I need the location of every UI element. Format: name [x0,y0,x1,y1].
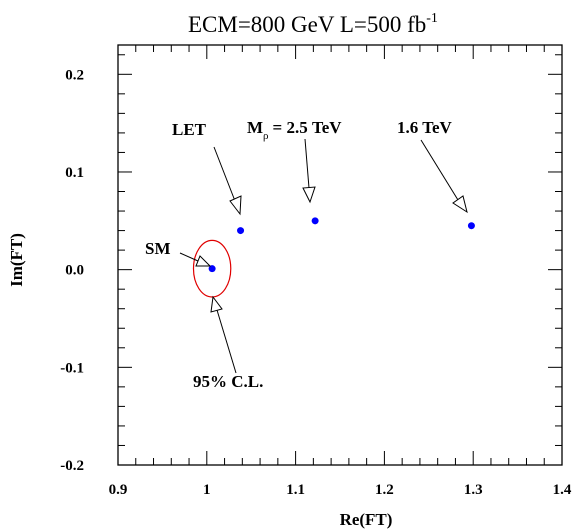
y-axis-label: Im(FT) [7,233,26,287]
x-tick-label: 1.1 [286,482,305,498]
cl-label: 95% C.L. [193,372,263,391]
mrho-arrowhead [302,186,316,204]
chart-title-superscript: -1 [426,11,438,26]
confidence-ellipse [192,239,232,298]
data-point [467,222,475,230]
sm-label: SM [145,239,171,258]
annotation-arrows [179,138,468,374]
x-tick-label: 1.3 [464,482,483,498]
data-point [237,227,245,235]
y-tick-label: 0.0 [65,263,84,279]
chart-title: ECM=800 GeV L=500 fb-1 [188,11,438,37]
chart-title-main: ECM=800 GeV L=500 fb [188,12,426,37]
mrho-label-prefix: M [247,118,263,137]
mrho-label-subscript: ρ [263,130,269,142]
plot-frame [117,44,563,466]
x-tick-label: 0.9 [109,482,128,498]
y-axis-ticks [118,54,562,466]
cl-arrow-line [216,309,237,374]
mrho-label: Mρ = 2.5 TeV [247,118,342,142]
sm-arrow-line [179,252,199,262]
let-arrowhead [229,195,242,216]
let-label: LET [172,120,207,139]
y-tick-label: 0.2 [65,67,84,83]
data-points [208,217,475,273]
sm-arrowhead [195,255,212,267]
mrho-arrow-line [304,138,310,189]
x-axis-ticks [117,45,563,465]
let-arrow-line [213,146,236,202]
x-tick-label: 1 [203,482,211,498]
y-tick-label: -0.1 [60,360,84,376]
mrho-label-value: = 2.5 TeV [273,118,343,137]
tev16-arrow-line [420,139,459,201]
tev16-arrowhead [452,195,468,214]
x-axis-label: Re(FT) [340,510,393,529]
y-tick-label: -0.2 [60,458,84,474]
x-tick-label: 1.4 [553,482,572,498]
cl-arrowhead [210,295,223,313]
x-tick-label: 1.2 [375,482,394,498]
data-point [311,217,319,225]
y-axis-tick-labels: -0.2 -0.1 0.0 0.1 0.2 [60,67,84,474]
tev16-label: 1.6 TeV [397,118,453,137]
x-axis-tick-labels: 0.9 1 1.1 1.2 1.3 1.4 [109,482,572,498]
y-tick-label: 0.1 [65,165,84,181]
data-point [208,265,216,273]
